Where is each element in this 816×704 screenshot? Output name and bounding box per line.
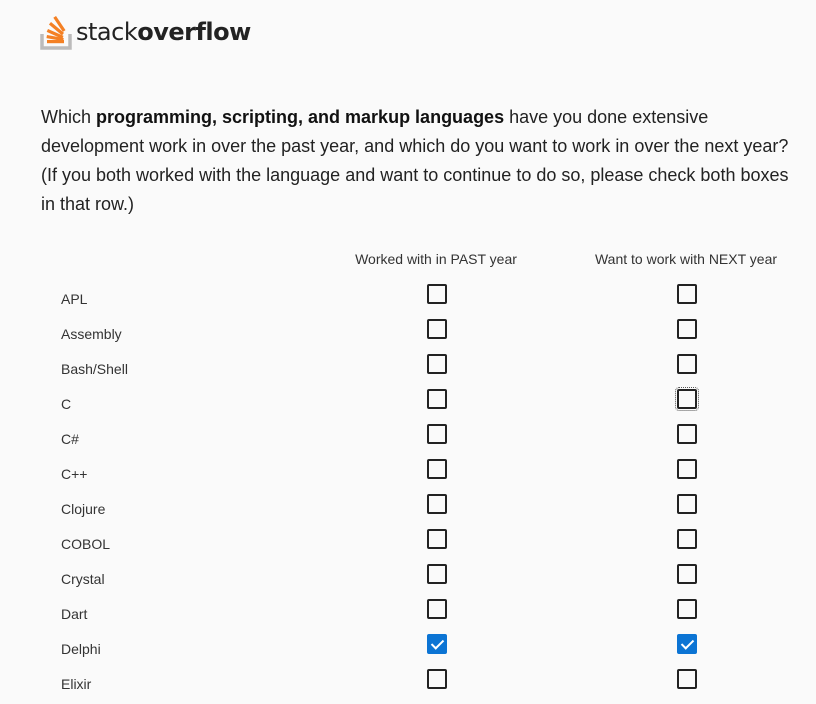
past-year-checkbox[interactable] [427,669,447,689]
next-year-checkbox[interactable] [677,564,697,584]
language-row: Bash/Shell [0,354,816,389]
language-label: COBOL [61,536,111,552]
language-row: C# [0,424,816,459]
past-year-checkbox[interactable] [427,424,447,444]
past-year-checkbox[interactable] [427,599,447,619]
language-row: Assembly [0,319,816,354]
language-label: APL [61,291,88,307]
language-label: Crystal [61,571,105,587]
language-label: Clojure [61,501,106,517]
next-year-checkbox[interactable] [677,459,697,479]
question-emphasis: programming, scripting, and markup langu… [96,107,505,127]
column-header-past: Worked with in PAST year [355,251,517,267]
language-label: Elixir [61,676,92,692]
past-year-checkbox[interactable] [427,529,447,549]
language-label: Dart [61,606,88,622]
stack-overflow-logo[interactable]: stackoverflow [40,12,251,50]
past-year-checkbox[interactable] [427,564,447,584]
past-year-checkbox[interactable] [427,634,447,654]
next-year-checkbox[interactable] [677,529,697,549]
next-year-checkbox[interactable] [677,494,697,514]
language-row: Delphi [0,634,816,669]
language-label: Bash/Shell [61,361,128,377]
stack-overflow-logo-icon [40,16,72,50]
language-row: APL [0,284,816,319]
next-year-checkbox[interactable] [677,634,697,654]
past-year-checkbox[interactable] [427,389,447,409]
column-header-next: Want to work with NEXT year [594,251,778,267]
language-label: C [61,396,72,412]
language-row: Elixir [0,669,816,704]
language-row: C++ [0,459,816,494]
language-label: C++ [61,466,88,482]
language-row: Crystal [0,564,816,599]
next-year-checkbox[interactable] [677,669,697,689]
next-year-checkbox[interactable] [677,284,697,304]
language-row: C [0,387,816,424]
language-row: Dart [0,599,816,634]
past-year-checkbox[interactable] [427,494,447,514]
next-year-checkbox[interactable] [677,599,697,619]
language-label: Assembly [61,326,122,342]
next-year-checkbox[interactable] [677,424,697,444]
next-year-checkbox[interactable] [675,387,699,411]
language-row: Clojure [0,494,816,529]
next-year-checkbox[interactable] [677,354,697,374]
past-year-checkbox[interactable] [427,459,447,479]
past-year-checkbox[interactable] [427,319,447,339]
past-year-checkbox[interactable] [427,354,447,374]
past-year-checkbox[interactable] [427,284,447,304]
language-label: C# [61,431,79,447]
language-label: Delphi [61,641,101,657]
next-year-checkbox[interactable] [677,319,697,339]
language-row: COBOL [0,529,816,564]
question-text: Which programming, scripting, and markup… [41,107,789,214]
logo-text: stackoverflow [76,18,251,46]
